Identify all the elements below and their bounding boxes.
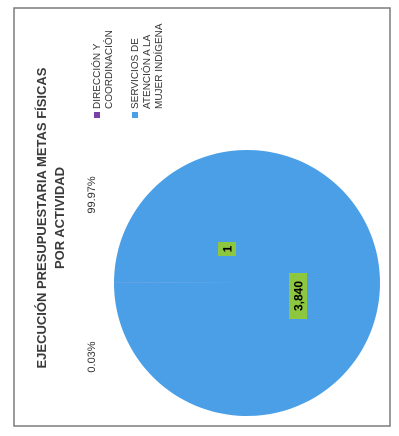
- percent-labels: 0.03% 99.97%: [86, 176, 98, 372]
- legend-label-1-line-1: DIRECCIÓN Y: [90, 43, 103, 109]
- pie-slice-2: [114, 149, 380, 416]
- percent-label-2: 99.97%: [86, 176, 98, 214]
- data-label-1: 1: [221, 245, 235, 252]
- rotated-chart-content: EJECUCIÓN PRESUPUESTARIA METAS FÍSICAS P…: [34, 23, 380, 416]
- pie-group: 1 3,840: [113, 149, 380, 416]
- legend-label-2-line-1: SERVICIOS DE: [130, 38, 141, 109]
- data-label-2: 3,840: [292, 281, 306, 311]
- chart-title: EJECUCIÓN PRESUPUESTARIA METAS FÍSICAS: [34, 67, 49, 368]
- legend-label-1-line-2: COORDINACIÓN: [102, 30, 115, 109]
- legend-swatch-2: [132, 112, 138, 118]
- percent-label-1: 0.03%: [86, 341, 98, 372]
- legend-label-2-line-2: ATENCIÓN A LA: [140, 34, 153, 109]
- data-label-box-1: [218, 242, 236, 256]
- legend-item-1: DIRECCIÓN Y COORDINACIÓN: [90, 30, 115, 118]
- chart-subtitle: POR ACTIVIDAD: [52, 167, 67, 269]
- legend: DIRECCIÓN Y COORDINACIÓN SERVICIOS DE ATENC…: [90, 23, 165, 118]
- legend-item-2: SERVICIOS DE ATENCIÓN A LA MUJER INDÍGENA: [130, 23, 165, 118]
- legend-label-2-line-3: MUJER INDÍGENA: [152, 23, 165, 109]
- data-label-box-2: [289, 273, 307, 319]
- legend-swatch-1: [94, 112, 100, 118]
